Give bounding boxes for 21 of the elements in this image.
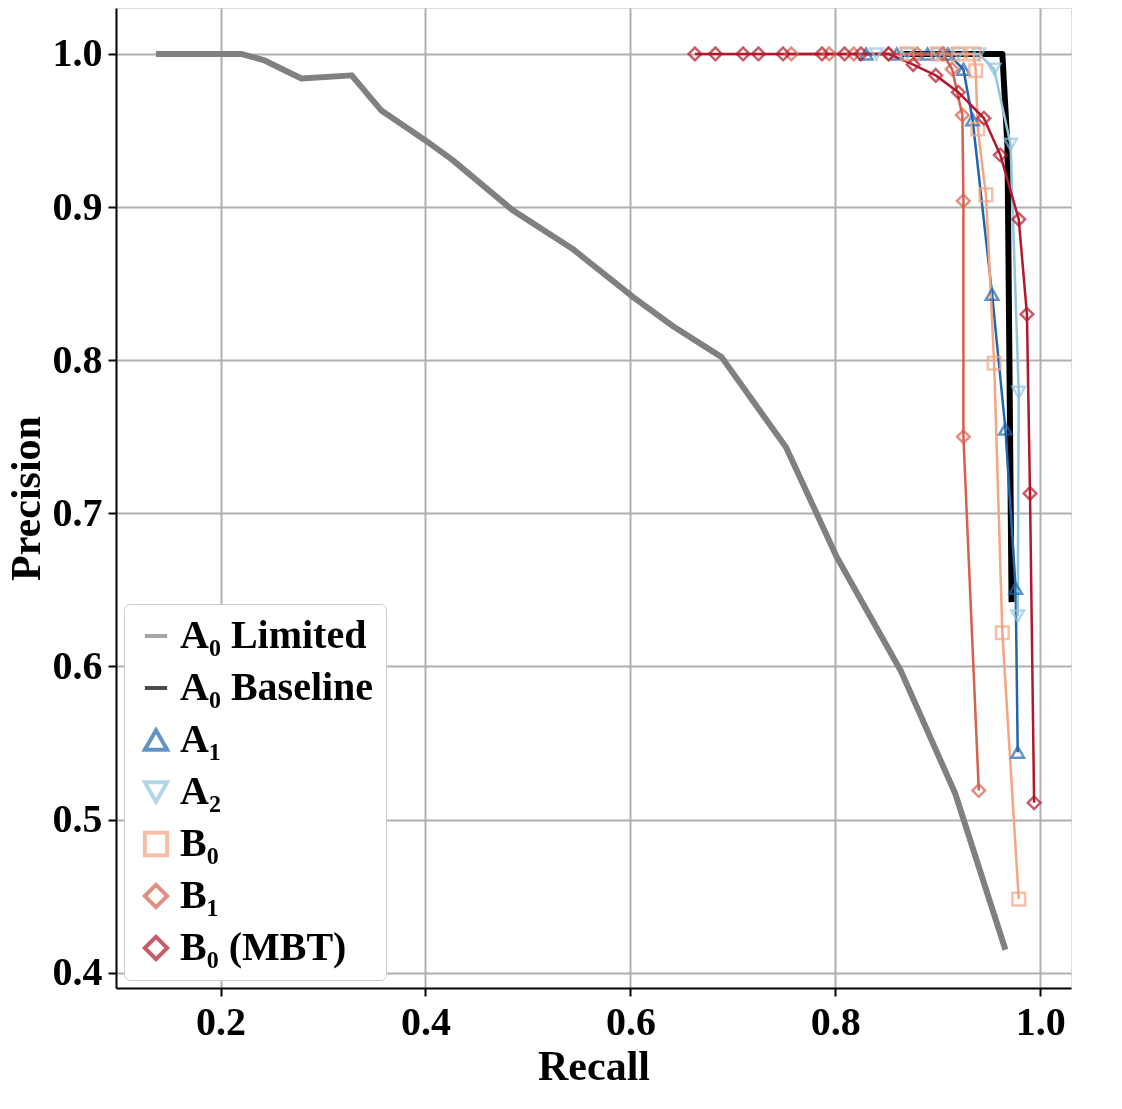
y-tick-label: 0.5 xyxy=(52,796,103,842)
legend-label: B₀ xyxy=(180,820,219,865)
x-tick-label: 1.0 xyxy=(1015,998,1066,1044)
legend-label: B₀ (MBT) xyxy=(180,924,347,969)
x-tick-label: 0.4 xyxy=(400,998,451,1044)
y-tick-label: 0.9 xyxy=(52,183,103,229)
y-tick-label: 0.8 xyxy=(52,336,103,382)
y-tick-label: 1.0 xyxy=(52,30,103,76)
legend-label: B₁ xyxy=(180,872,219,917)
x-tick-label: 0.6 xyxy=(605,998,656,1044)
legend-label: A₂ xyxy=(180,768,221,813)
legend-label: A₀ Baseline xyxy=(180,664,374,709)
y-tick-label: 0.4 xyxy=(52,949,103,995)
legend-label: A₁ xyxy=(180,716,221,761)
y-tick-label: 0.7 xyxy=(52,489,103,535)
x-axis-title: Recall xyxy=(538,1042,650,1089)
x-tick-label: 0.2 xyxy=(196,998,247,1044)
legend-label: A₀ Limited xyxy=(180,612,367,657)
x-tick-label: 0.8 xyxy=(810,998,861,1044)
y-tick-label: 0.6 xyxy=(52,642,103,688)
y-axis-title: Precision xyxy=(2,416,49,581)
